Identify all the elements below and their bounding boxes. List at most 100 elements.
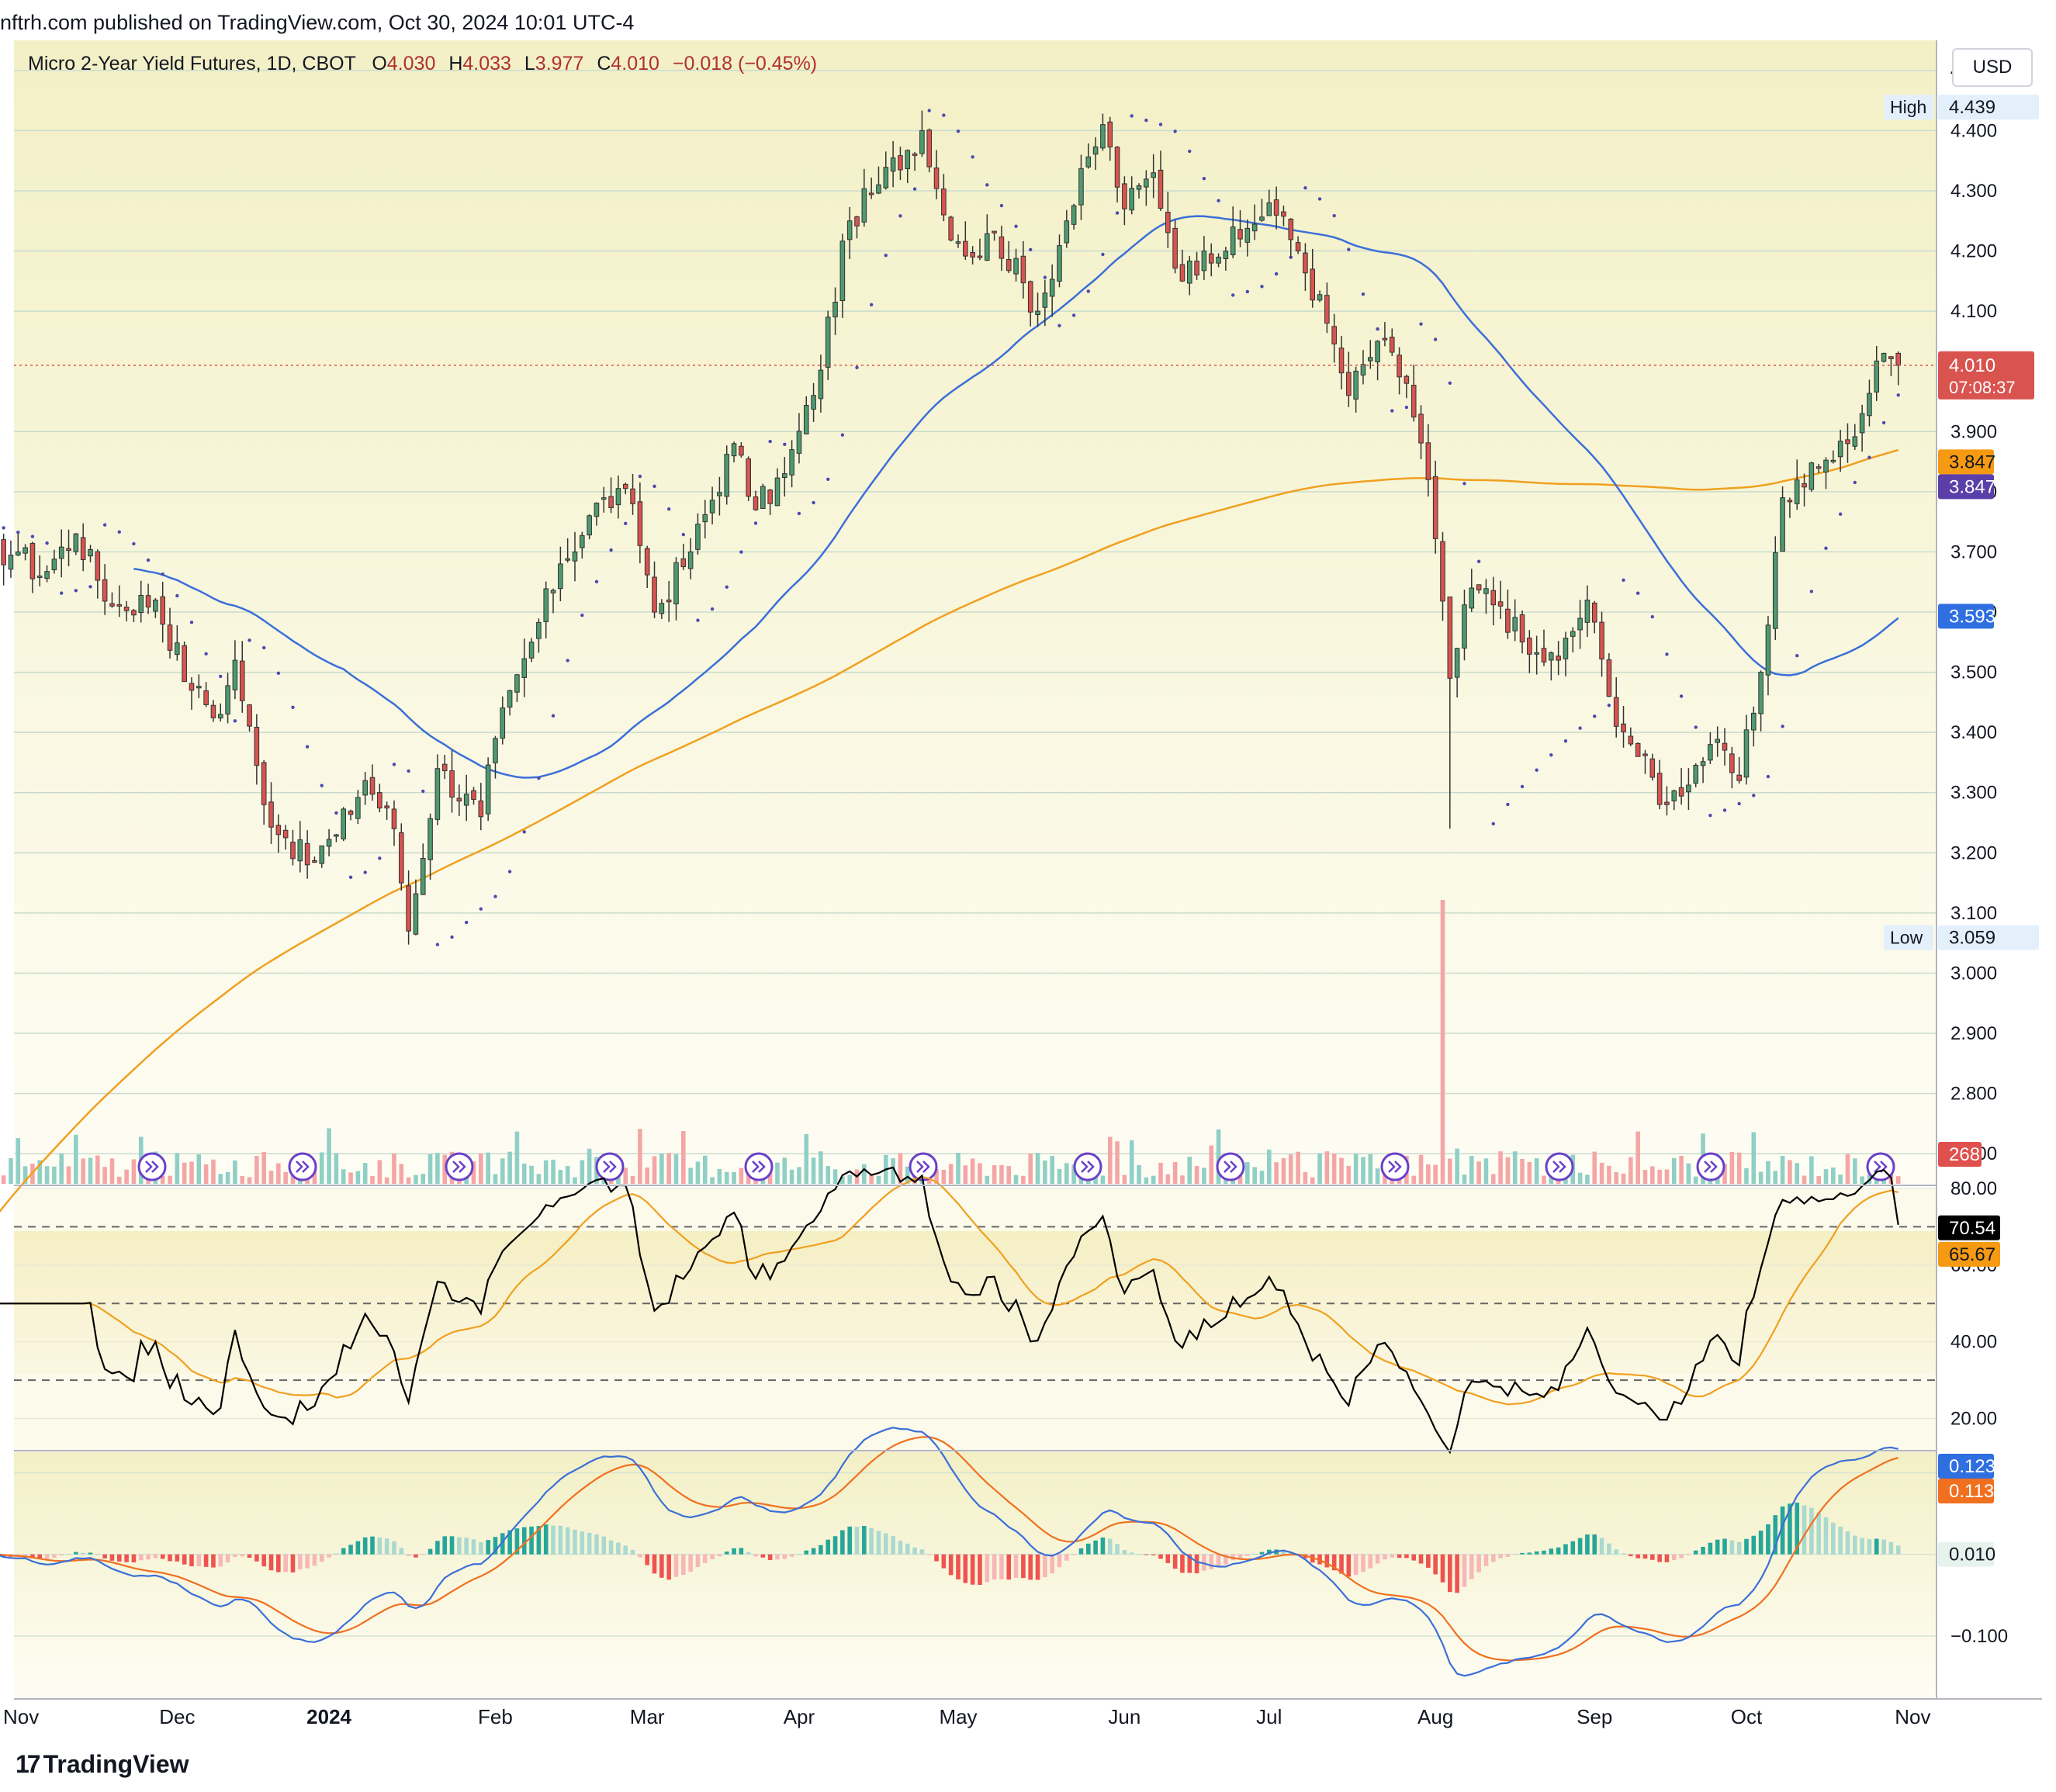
volume-bar [999, 1164, 1004, 1184]
volume-bar [1736, 1152, 1742, 1184]
sar-dot [161, 573, 164, 576]
candle-body [1577, 618, 1583, 631]
sar-dot [146, 558, 151, 562]
candle-body [217, 714, 223, 719]
volume-bar [1122, 1174, 1127, 1184]
macd-hist-bar [168, 1554, 172, 1562]
price-tick-label: 4.200 [1950, 241, 1997, 262]
macd-hist-bar [1607, 1543, 1611, 1555]
candle-body [1020, 255, 1026, 284]
volume-bar [268, 1171, 274, 1184]
volume-bar [22, 1166, 28, 1184]
volume-bar [1331, 1154, 1337, 1184]
sar-dot [1188, 149, 1192, 154]
sar-dot [1158, 123, 1163, 126]
volume-bar [1614, 1171, 1618, 1184]
candle-body [1230, 227, 1236, 255]
macd-hist-bar [131, 1554, 137, 1563]
candle-body [1599, 621, 1604, 660]
sar-dot [421, 789, 425, 794]
signal-value-tag-bg [1938, 1479, 1994, 1503]
sar-dot [291, 705, 295, 709]
candle-body [355, 797, 361, 819]
candle-body [275, 825, 282, 835]
macd-hist-bar [471, 1539, 476, 1555]
macd-hist-bar [1895, 1545, 1901, 1555]
sar-dot [1303, 186, 1307, 190]
macd-hist-bar [254, 1554, 259, 1562]
volume-bar [1180, 1175, 1185, 1184]
volume-bar [652, 1156, 657, 1184]
volume-bar [1469, 1156, 1474, 1184]
sar-dot [840, 433, 845, 437]
volume-bar [1209, 1145, 1214, 1184]
sar-dot [739, 550, 743, 554]
sar-dot [1289, 255, 1293, 259]
macd-hist-bar [362, 1537, 368, 1555]
candle-body [1722, 742, 1728, 751]
candle-body [1432, 476, 1438, 539]
volume-bar [1267, 1149, 1272, 1184]
candle-body [247, 704, 252, 727]
volume-bar [66, 1166, 71, 1184]
volume-bar [102, 1167, 107, 1184]
candle-body [890, 157, 896, 172]
candle-body [1664, 801, 1670, 805]
macd-hist-bar [290, 1554, 296, 1572]
volume-bar [427, 1154, 433, 1184]
sar-dot [219, 674, 223, 679]
volume-bar [775, 1162, 780, 1184]
candle-body [507, 690, 513, 708]
volume-bar [1245, 1162, 1250, 1184]
sar-dot [1520, 784, 1525, 789]
legend: Micro 2-Year Yield Futures, 1D, CBOT O4.… [28, 53, 817, 75]
candle-body [1375, 341, 1380, 363]
candle-body [1244, 227, 1251, 243]
volume-bar [1107, 1136, 1113, 1184]
sar-dot [1881, 420, 1886, 425]
candle-body [456, 797, 462, 802]
sma-slow-layer [0, 448, 1899, 1213]
time-label: May [939, 1705, 977, 1728]
candle-body [1382, 337, 1388, 341]
candle-body [1708, 744, 1713, 761]
macd-hist-bar [138, 1554, 144, 1561]
candle-body [898, 155, 903, 171]
macd-hist-bar [1194, 1554, 1199, 1574]
volume-bar [1671, 1157, 1677, 1184]
volume-bar [1353, 1154, 1359, 1184]
time-label: Sep [1577, 1705, 1612, 1728]
candle-body [846, 220, 853, 240]
macd-hist-bar [1361, 1554, 1365, 1572]
candle-body [1013, 258, 1019, 275]
sar-dot [1650, 614, 1655, 619]
macd-hist-bar [1650, 1554, 1655, 1560]
macd-hist-bar [334, 1553, 339, 1555]
volume-bar [211, 1159, 216, 1184]
candle-body [441, 763, 448, 772]
macd-hist-bar [247, 1554, 252, 1558]
sma-slow-tag-bg [1938, 449, 1994, 475]
sar-dot [2, 526, 5, 530]
rsi-tick-label: 80.00 [1950, 1178, 1997, 1199]
macd-hist-bar [479, 1541, 483, 1555]
candle-body [1251, 223, 1258, 232]
currency-button[interactable]: USD [1952, 48, 2033, 87]
macd-hist-bar [826, 1539, 831, 1555]
macd-hist-bar [1751, 1535, 1757, 1555]
volume-bar [1758, 1171, 1764, 1184]
macd-hist-bar [305, 1554, 310, 1569]
macd-hist-bar [514, 1528, 520, 1555]
candle-body [1802, 483, 1807, 488]
signal-value-tag: 0.113 [1949, 1481, 1994, 1502]
volume-bar [948, 1164, 954, 1184]
volume-bar [862, 1164, 867, 1184]
sma-fast-tag: 3.593 [1949, 606, 1995, 627]
candle-body [1006, 258, 1012, 272]
macd-hist-bar [392, 1541, 396, 1555]
macd-hist-bar [1860, 1538, 1864, 1555]
candle-body [687, 551, 694, 569]
macd-hist-bar [160, 1554, 165, 1559]
macd-hist-bar [1209, 1554, 1214, 1569]
candle-body [1303, 252, 1308, 274]
